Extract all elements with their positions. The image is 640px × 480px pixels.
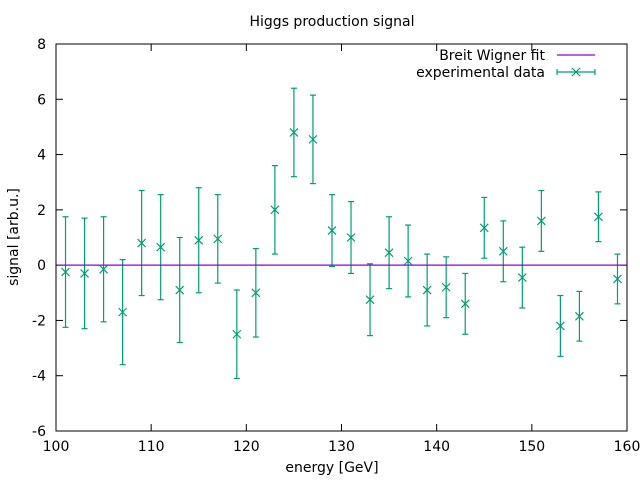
data-point bbox=[384, 216, 394, 290]
y-tick-label: 4 bbox=[37, 148, 46, 164]
x-marker bbox=[479, 223, 489, 233]
x-marker bbox=[498, 246, 508, 256]
data-point bbox=[574, 290, 584, 342]
x-marker bbox=[613, 274, 622, 284]
x-marker bbox=[137, 238, 147, 248]
legend-entry-data: experimental data bbox=[416, 65, 596, 81]
data-point bbox=[517, 246, 527, 309]
y-tick-label: 8 bbox=[37, 37, 46, 53]
data-point bbox=[422, 253, 432, 327]
x-marker bbox=[156, 242, 166, 252]
data-point bbox=[555, 294, 565, 357]
x-marker bbox=[80, 269, 89, 278]
x-marker bbox=[194, 235, 204, 245]
x-marker bbox=[213, 234, 223, 244]
data-point bbox=[346, 200, 356, 275]
x-marker bbox=[251, 288, 261, 298]
x-marker bbox=[99, 264, 109, 274]
data-point bbox=[594, 191, 603, 243]
y-tick-label: -2 bbox=[32, 313, 46, 329]
x-tick-label: 100 bbox=[43, 439, 70, 455]
x-marker bbox=[308, 134, 318, 144]
data-point bbox=[61, 216, 70, 328]
y-axis-ticks: -6 -4 -2 0 2 4 6 8 bbox=[32, 37, 627, 440]
data-point bbox=[308, 94, 318, 185]
data-point bbox=[80, 217, 89, 330]
legend-label: experimental data bbox=[416, 65, 545, 81]
x-tick-label: 130 bbox=[328, 439, 355, 455]
x-marker bbox=[384, 248, 394, 258]
data-point bbox=[251, 247, 261, 338]
x-marker bbox=[555, 321, 565, 331]
legend-marker bbox=[571, 67, 581, 77]
x-tick-label: 150 bbox=[518, 439, 545, 455]
x-marker bbox=[327, 226, 337, 236]
x-marker bbox=[270, 205, 280, 215]
data-point bbox=[403, 224, 413, 298]
x-marker bbox=[346, 233, 356, 242]
y-tick-label: -4 bbox=[32, 369, 46, 385]
x-marker bbox=[289, 128, 299, 137]
y-tick-label: 2 bbox=[37, 203, 46, 219]
data-point bbox=[137, 189, 147, 297]
x-marker bbox=[536, 216, 546, 226]
y-tick-label: 0 bbox=[37, 258, 46, 274]
x-marker bbox=[460, 299, 470, 309]
plot-frame bbox=[55, 43, 628, 432]
data-point bbox=[460, 272, 470, 335]
data-point bbox=[613, 253, 622, 305]
data-point bbox=[327, 194, 337, 268]
x-marker bbox=[365, 295, 375, 305]
data-point bbox=[441, 256, 451, 319]
x-tick-label: 140 bbox=[423, 439, 450, 455]
x-tick-label: 120 bbox=[233, 439, 260, 455]
x-marker bbox=[232, 329, 242, 339]
x-marker bbox=[118, 307, 128, 317]
legend-entry-fit: Breit Wigner fit bbox=[439, 48, 595, 64]
plot-area bbox=[56, 87, 627, 380]
data-point bbox=[156, 194, 166, 301]
x-marker bbox=[594, 212, 603, 222]
legend-label: Breit Wigner fit bbox=[439, 48, 545, 64]
data-point bbox=[365, 263, 375, 337]
data-point bbox=[536, 189, 546, 252]
data-point bbox=[289, 87, 299, 178]
y-tick-label: -6 bbox=[32, 424, 46, 440]
data-point bbox=[270, 165, 280, 255]
y-tick-label: 6 bbox=[37, 92, 46, 108]
data-point bbox=[232, 289, 242, 380]
x-marker bbox=[517, 273, 527, 283]
x-marker bbox=[403, 256, 413, 266]
data-point bbox=[194, 187, 204, 294]
x-marker bbox=[422, 285, 432, 295]
y-axis-label: signal [arb.u.] bbox=[6, 188, 22, 286]
chart-title: Higgs production signal bbox=[250, 14, 415, 30]
data-point bbox=[213, 194, 223, 284]
x-marker bbox=[175, 285, 185, 295]
data-point bbox=[118, 259, 128, 366]
data-point bbox=[498, 220, 508, 283]
data-point bbox=[175, 236, 185, 344]
x-marker bbox=[61, 267, 70, 277]
x-tick-label: 110 bbox=[138, 439, 165, 455]
data-point bbox=[99, 216, 109, 323]
x-marker bbox=[574, 311, 584, 321]
x-tick-label: 160 bbox=[614, 439, 640, 455]
x-axis-ticks: 100 110 120 130 140 150 160 bbox=[43, 44, 640, 455]
data-point bbox=[479, 196, 489, 259]
x-marker bbox=[441, 282, 451, 292]
x-axis-label: energy [GeV] bbox=[285, 460, 378, 476]
